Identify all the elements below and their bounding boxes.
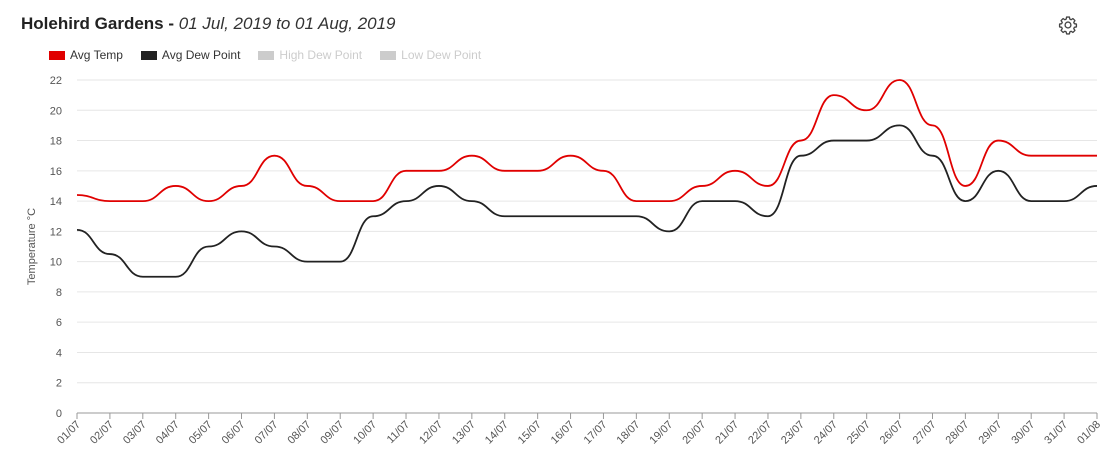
x-tick-label: 13/07 [450, 419, 478, 447]
y-tick-label: 22 [50, 75, 62, 87]
legend-item-avg-temp[interactable]: Avg Temp [49, 48, 123, 62]
x-tick-label: 17/07 [582, 419, 610, 447]
x-tick-label: 30/07 [1009, 419, 1037, 447]
x-tick-label: 04/07 [154, 419, 182, 447]
x-tick-label: 01/07 [55, 419, 83, 447]
x-tick-label: 23/07 [779, 419, 807, 447]
legend-label: Avg Dew Point [161, 48, 241, 62]
date-range: 01 Jul, 2019 to 01 Aug, 2019 [178, 14, 396, 33]
x-tick-label: 31/07 [1042, 419, 1070, 447]
x-tick-label: 01/08 [1075, 419, 1103, 447]
station-name: Holehird Gardens [21, 14, 164, 33]
chart-title: Holehird Gardens - 01 Jul, 2019 to 01 Au… [21, 14, 396, 34]
legend-label: Low Dew Point [401, 48, 482, 62]
x-tick-label: 07/07 [253, 419, 281, 447]
y-tick-label: 0 [56, 408, 62, 420]
x-tick-label: 05/07 [187, 419, 215, 447]
x-tick-label: 19/07 [647, 419, 675, 447]
y-axis-label: Temperature °C [26, 208, 38, 285]
series-line-avg-temp [76, 79, 1097, 202]
x-tick-label: 03/07 [121, 419, 149, 447]
x-tick-label: 22/07 [746, 419, 774, 447]
y-tick-label: 6 [56, 317, 62, 329]
legend-item-avg-dew-point[interactable]: Avg Dew Point [140, 48, 241, 62]
y-tick-label: 20 [50, 105, 62, 117]
legend-item-high-dew-point[interactable]: High Dew Point [258, 48, 362, 62]
series-line-avg-dew-point [76, 124, 1098, 278]
x-tick-label: 20/07 [680, 419, 708, 447]
x-tick-label: 28/07 [944, 419, 972, 447]
legend-swatch [258, 50, 275, 60]
legend-swatch [140, 50, 157, 60]
x-tick-label: 16/07 [549, 419, 577, 447]
y-tick-label: 18 [50, 136, 62, 148]
x-tick-label: 15/07 [516, 419, 544, 447]
x-tick-label: 12/07 [417, 419, 445, 447]
y-tick-label: 14 [50, 196, 62, 208]
legend-swatch [380, 50, 397, 60]
x-tick-label: 14/07 [483, 419, 511, 447]
legend-label: High Dew Point [279, 48, 363, 62]
gear-icon[interactable] [1058, 15, 1078, 35]
x-tick-label: 10/07 [351, 419, 379, 447]
x-tick-label: 27/07 [911, 419, 939, 447]
x-tick-label: 09/07 [318, 419, 346, 447]
x-tick-label: 06/07 [220, 419, 248, 447]
x-tick-label: 26/07 [878, 419, 906, 447]
x-tick-label: 21/07 [713, 419, 741, 447]
x-tick-label: 02/07 [88, 419, 116, 447]
title-separator: - [163, 14, 179, 33]
x-tick-label: 25/07 [845, 419, 873, 447]
x-tick-label: 11/07 [385, 419, 412, 446]
y-tick-label: 16 [50, 166, 62, 178]
x-tick-label: 18/07 [615, 419, 643, 447]
x-tick-label: 24/07 [812, 419, 840, 447]
y-tick-label: 8 [56, 287, 62, 299]
chart-legend: Avg Temp Avg Dew Point High Dew Point Lo… [49, 48, 499, 62]
legend-label: Avg Temp [70, 48, 123, 62]
x-tick-label: 29/07 [976, 419, 1004, 447]
x-tick-label: 08/07 [285, 419, 313, 447]
y-tick-label: 4 [56, 347, 62, 359]
legend-swatch [49, 50, 65, 60]
y-tick-label: 10 [50, 257, 62, 269]
legend-item-low-dew-point[interactable]: Low Dew Point [380, 48, 481, 62]
y-tick-label: 12 [50, 226, 62, 238]
y-tick-label: 2 [56, 378, 62, 390]
